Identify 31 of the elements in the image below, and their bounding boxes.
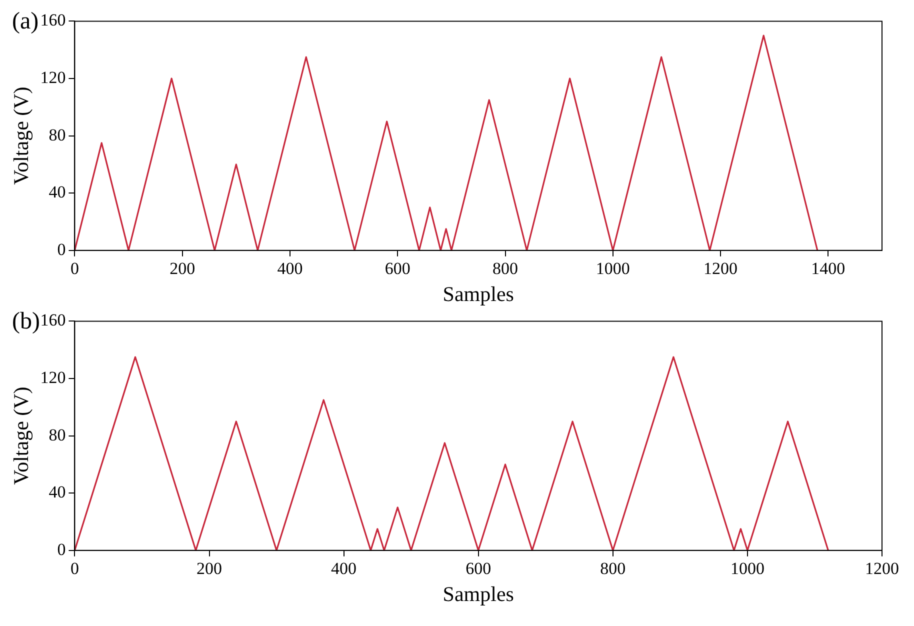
x-tick-label: 200 (170, 259, 196, 278)
x-tick-label: 0 (70, 559, 79, 578)
x-tick-label: 800 (600, 559, 626, 578)
x-tick-label: 1000 (596, 259, 630, 278)
chart-title: (a) (12, 8, 39, 34)
x-tick-label: 1200 (704, 259, 738, 278)
y-tick-label: 160 (40, 310, 66, 330)
x-tick-label: 600 (384, 259, 410, 278)
y-tick-label: 120 (40, 368, 66, 387)
x-axis-title: Samples (442, 282, 514, 306)
x-axis-title: Samples (442, 582, 514, 606)
x-tick-label: 1200 (865, 559, 899, 578)
y-axis-title: Voltage (V) (9, 386, 34, 485)
x-tick-label: 800 (492, 259, 518, 278)
y-tick-label: 80 (48, 125, 66, 144)
y-tick-label: 0 (57, 540, 66, 559)
y-tick-label: 0 (57, 240, 66, 259)
x-tick-label: 0 (70, 259, 79, 278)
x-tick-label: 1400 (811, 259, 846, 278)
chart-title: (b) (12, 308, 40, 334)
x-tick-label: 1000 (730, 559, 764, 578)
y-tick-label: 120 (40, 68, 66, 87)
x-tick-label: 200 (196, 559, 222, 578)
y-tick-label: 160 (40, 10, 66, 30)
x-tick-label: 400 (331, 559, 357, 578)
y-tick-label: 40 (48, 482, 66, 502)
x-tick-label: 400 (277, 259, 303, 278)
y-tick-label: 40 (48, 182, 66, 202)
x-tick-label: 600 (466, 559, 492, 578)
y-tick-label: 80 (48, 425, 66, 444)
y-axis-title: Voltage (V) (9, 86, 34, 185)
